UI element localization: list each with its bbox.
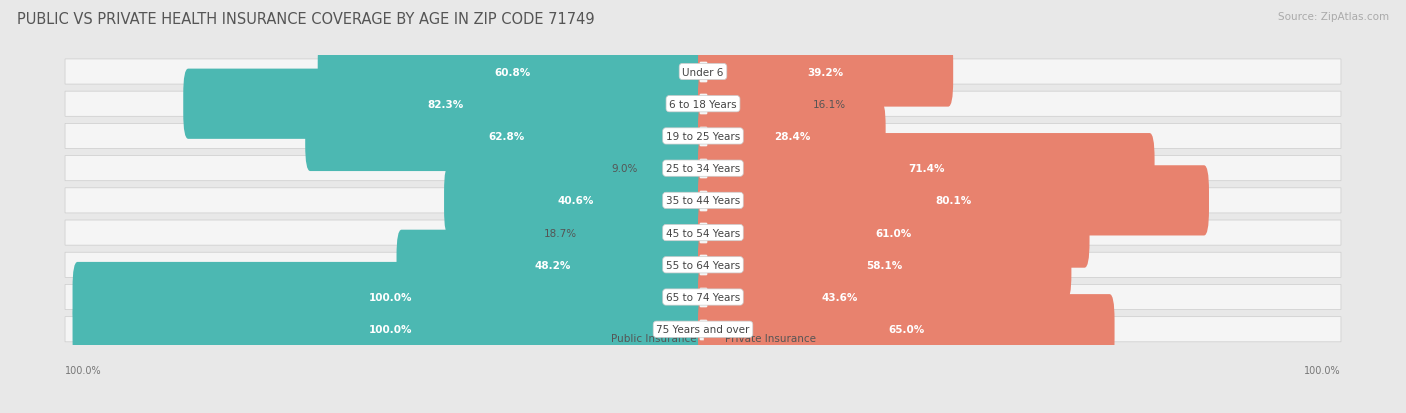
Text: 43.6%: 43.6% xyxy=(821,292,858,302)
Text: 25 to 34 Years: 25 to 34 Years xyxy=(666,164,740,174)
Text: 55 to 64 Years: 55 to 64 Years xyxy=(666,260,740,270)
Text: 100.0%: 100.0% xyxy=(1305,366,1341,375)
Text: 39.2%: 39.2% xyxy=(807,67,844,77)
FancyBboxPatch shape xyxy=(697,102,886,172)
FancyBboxPatch shape xyxy=(65,317,1341,342)
Text: 9.0%: 9.0% xyxy=(612,164,637,174)
FancyBboxPatch shape xyxy=(581,198,709,268)
Text: Under 6: Under 6 xyxy=(682,67,724,77)
FancyBboxPatch shape xyxy=(65,156,1341,181)
FancyBboxPatch shape xyxy=(697,134,1154,204)
Text: 16.1%: 16.1% xyxy=(813,100,846,109)
FancyBboxPatch shape xyxy=(65,253,1341,278)
Text: 48.2%: 48.2% xyxy=(534,260,571,270)
FancyBboxPatch shape xyxy=(65,60,1341,85)
FancyBboxPatch shape xyxy=(697,166,1209,236)
Text: 58.1%: 58.1% xyxy=(866,260,903,270)
Text: 45 to 54 Years: 45 to 54 Years xyxy=(666,228,740,238)
Text: 62.8%: 62.8% xyxy=(488,132,524,142)
Text: 19 to 25 Years: 19 to 25 Years xyxy=(666,132,740,142)
Text: Source: ZipAtlas.com: Source: ZipAtlas.com xyxy=(1278,12,1389,22)
Text: PUBLIC VS PRIVATE HEALTH INSURANCE COVERAGE BY AGE IN ZIP CODE 71749: PUBLIC VS PRIVATE HEALTH INSURANCE COVER… xyxy=(17,12,595,27)
FancyBboxPatch shape xyxy=(65,92,1341,117)
FancyBboxPatch shape xyxy=(305,102,709,172)
Text: 80.1%: 80.1% xyxy=(935,196,972,206)
FancyBboxPatch shape xyxy=(396,230,709,300)
Text: 82.3%: 82.3% xyxy=(427,100,464,109)
Text: 28.4%: 28.4% xyxy=(773,132,810,142)
Text: 75 Years and over: 75 Years and over xyxy=(657,325,749,335)
FancyBboxPatch shape xyxy=(697,37,953,107)
FancyBboxPatch shape xyxy=(697,230,1071,300)
FancyBboxPatch shape xyxy=(641,134,709,204)
FancyBboxPatch shape xyxy=(697,262,981,332)
FancyBboxPatch shape xyxy=(318,37,709,107)
FancyBboxPatch shape xyxy=(73,262,709,332)
Text: 100.0%: 100.0% xyxy=(368,292,412,302)
Text: 71.4%: 71.4% xyxy=(908,164,945,174)
Text: 65 to 74 Years: 65 to 74 Years xyxy=(666,292,740,302)
FancyBboxPatch shape xyxy=(697,198,1090,268)
FancyBboxPatch shape xyxy=(697,294,1115,364)
FancyBboxPatch shape xyxy=(697,69,808,140)
Text: 60.8%: 60.8% xyxy=(495,67,531,77)
Text: 100.0%: 100.0% xyxy=(368,325,412,335)
FancyBboxPatch shape xyxy=(65,221,1341,246)
FancyBboxPatch shape xyxy=(444,166,709,236)
FancyBboxPatch shape xyxy=(65,188,1341,214)
FancyBboxPatch shape xyxy=(183,69,709,140)
Text: 40.6%: 40.6% xyxy=(558,196,595,206)
Text: 61.0%: 61.0% xyxy=(876,228,912,238)
Legend: Public Insurance, Private Insurance: Public Insurance, Private Insurance xyxy=(586,330,820,346)
Text: 18.7%: 18.7% xyxy=(544,228,576,238)
Text: 35 to 44 Years: 35 to 44 Years xyxy=(666,196,740,206)
Text: 100.0%: 100.0% xyxy=(65,366,101,375)
FancyBboxPatch shape xyxy=(65,124,1341,149)
FancyBboxPatch shape xyxy=(65,285,1341,310)
Text: 6 to 18 Years: 6 to 18 Years xyxy=(669,100,737,109)
Text: 65.0%: 65.0% xyxy=(889,325,924,335)
FancyBboxPatch shape xyxy=(73,294,709,364)
